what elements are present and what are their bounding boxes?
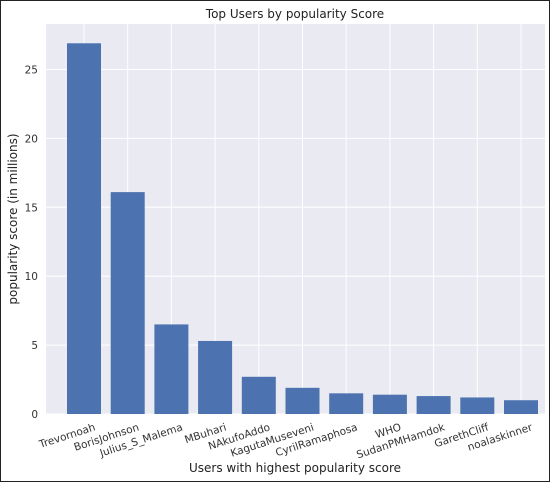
bar-NAkufoAddo — [241, 376, 276, 414]
y-tick-label: 15 — [25, 202, 38, 214]
chart-title: Top Users by popularity Score — [205, 7, 384, 21]
bar-MBuhari — [198, 340, 233, 414]
y-axis-ticks: 0 5 10 15 20 25 — [25, 64, 38, 421]
bar-SudanPMHamdok — [416, 396, 451, 414]
y-tick-label: 5 — [31, 340, 38, 352]
y-tick-label: 10 — [25, 271, 38, 283]
bar-BorisJohnson — [110, 192, 145, 414]
y-axis-label: popularity score (in millions) — [6, 133, 20, 304]
bar-Julius_S_Malema — [154, 324, 189, 414]
bar-GarethCliff — [460, 397, 495, 414]
bar-CyrilRamaphosa — [329, 393, 364, 414]
y-tick-label: 0 — [31, 409, 38, 421]
bar-KagutaMuseveni — [285, 387, 320, 414]
x-axis-label: Users with highest popularity score — [189, 461, 401, 475]
y-tick-label: 20 — [25, 133, 38, 145]
bars — [67, 43, 538, 415]
bar-Trevornoah — [67, 43, 101, 415]
y-tick-label: 25 — [25, 64, 38, 76]
x-axis-ticks: TrevornoahBorisJohnsonJulius_S_MalemaMBu… — [37, 421, 535, 461]
bar-noalaskinner — [504, 400, 538, 414]
bar-WHO — [372, 394, 407, 414]
